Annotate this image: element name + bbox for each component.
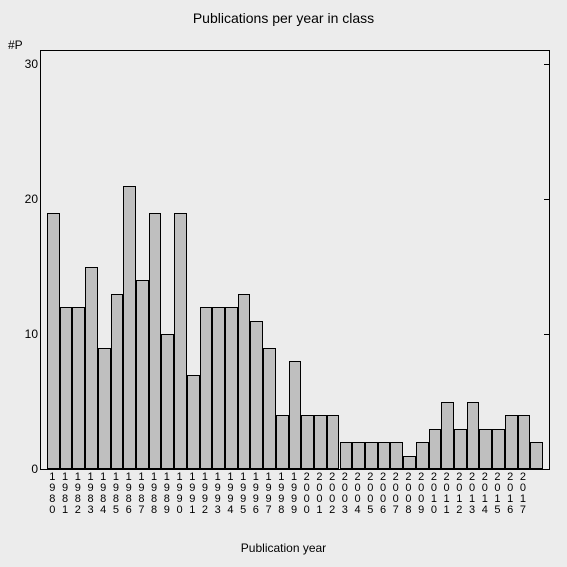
x-tick-label: 1994 [225,472,235,516]
bar [429,429,442,469]
bar [340,442,353,469]
x-tick-label: 2013 [467,472,477,516]
chart-title: Publications per year in class [0,10,567,26]
bar [225,307,238,469]
bar [390,442,403,469]
bar [123,186,136,469]
bar [441,402,454,469]
y-tick-label: 30 [8,57,38,71]
x-tick-label: 1995 [238,472,248,516]
x-axis-title: Publication year [0,541,567,555]
x-tick-label: 2009 [416,472,426,516]
bar [250,321,263,469]
y-tick-mark [544,334,549,335]
bar [289,361,302,469]
x-tick-label: 2010 [429,472,439,516]
x-tick-label: 1984 [98,472,108,516]
y-tick-label: 0 [8,462,38,476]
bar [187,375,200,469]
bar [149,213,162,469]
x-tick-label: 2003 [340,472,350,516]
x-tick-label: 2015 [492,472,502,516]
x-tick-label: 2011 [442,472,452,516]
bar [530,442,543,469]
x-tick-label: 2016 [505,472,515,516]
bar [505,415,518,469]
bar [479,429,492,469]
x-tick-label: 2017 [518,472,528,516]
bar [47,213,60,469]
bar [111,294,124,469]
bar [365,442,378,469]
bar [174,213,187,469]
x-tick-label: 1986 [124,472,134,516]
x-tick-label: 2006 [378,472,388,516]
bar [327,415,340,469]
y-tick-mark [544,199,549,200]
bar [263,348,276,469]
x-tick-label: 1982 [73,472,83,516]
bar [301,415,314,469]
bar [454,429,467,469]
x-tick-label: 1983 [86,472,96,516]
bar [60,307,73,469]
x-tick-label: 1987 [136,472,146,516]
x-tick-label: 1997 [264,472,274,516]
bar [378,442,391,469]
x-tick-label: 1996 [251,472,261,516]
bar [200,307,213,469]
x-tick-label: 1992 [200,472,210,516]
x-tick-label: 1998 [276,472,286,516]
x-tick-label: 2008 [403,472,413,516]
bar [136,280,149,469]
x-tick-label: 2000 [302,472,312,516]
bar [352,442,365,469]
x-tick-label: 2001 [314,472,324,516]
x-tick-label: 2002 [327,472,337,516]
bar [492,429,505,469]
y-tick-mark [544,469,549,470]
bar [212,307,225,469]
x-tick-label: 1993 [213,472,223,516]
bar [85,267,98,469]
plot-area: 0102030 [40,50,550,470]
bar [276,415,289,469]
x-tick-label: 1991 [187,472,197,516]
x-tick-label: 2007 [391,472,401,516]
x-tick-label: 1980 [47,472,57,516]
x-tick-label: 1990 [175,472,185,516]
y-tick-mark [544,64,549,65]
x-tick-label: 2004 [353,472,363,516]
bars-layer [41,51,549,469]
x-axis-labels: 1980198119821983198419851986198719881989… [40,472,550,532]
y-tick-label: 10 [8,327,38,341]
bar [238,294,251,469]
chart-container: Publications per year in class #P 010203… [0,0,567,567]
bar [161,334,174,469]
x-tick-label: 2014 [480,472,490,516]
x-tick-label: 1999 [289,472,299,516]
x-tick-label: 1981 [60,472,70,516]
bar [416,442,429,469]
y-axis-label: #P [8,38,23,52]
bar [98,348,111,469]
x-tick-label: 2005 [365,472,375,516]
x-tick-label: 1988 [149,472,159,516]
bar [72,307,85,469]
y-tick-label: 20 [8,192,38,206]
x-tick-label: 2012 [454,472,464,516]
bar [518,415,531,469]
bar [314,415,327,469]
x-tick-label: 1989 [162,472,172,516]
bar [467,402,480,469]
bar [403,456,416,469]
x-tick-label: 1985 [111,472,121,516]
